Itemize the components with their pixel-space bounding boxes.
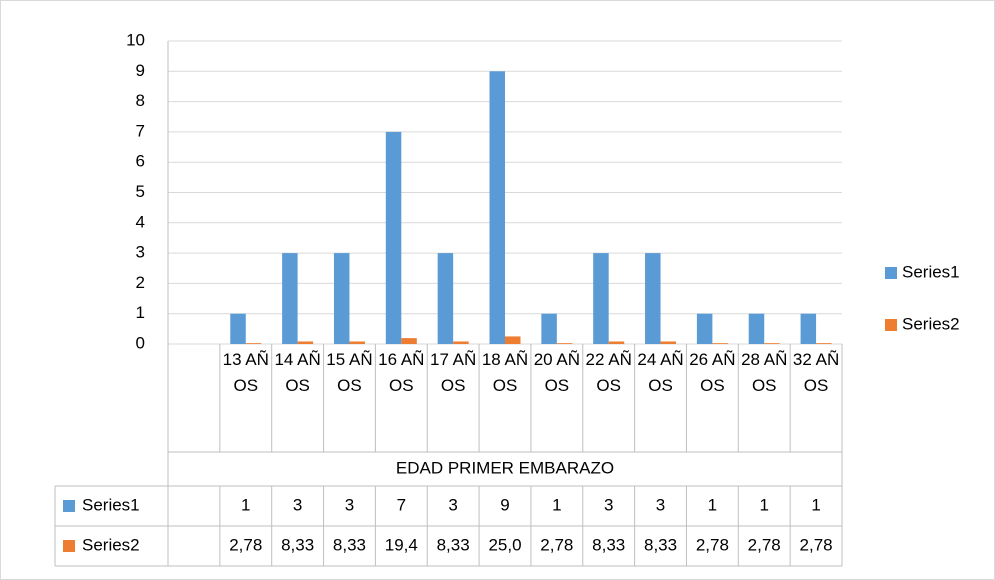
bar: [800, 313, 817, 344]
table-cell: 1: [241, 495, 250, 514]
table-cell: 8,33: [644, 535, 677, 554]
table-legend-key: [63, 500, 75, 512]
bar: [556, 343, 573, 344]
table-cell: 8,33: [437, 535, 470, 554]
x-tick-label: 16 AÑOS: [378, 350, 425, 395]
table-cell: 1: [759, 495, 768, 514]
y-tick-label: 3: [136, 243, 145, 262]
bar: [297, 341, 314, 344]
bar: [816, 343, 832, 344]
table-cell: 2,78: [800, 535, 833, 554]
bar: [385, 131, 402, 344]
legend-label: Series2: [902, 314, 960, 333]
bar: [748, 313, 765, 344]
bar: [437, 253, 454, 344]
table-series-name: Series2: [82, 535, 140, 554]
x-tick-label: 17 AÑOS: [429, 350, 477, 395]
table-cell: 8,33: [281, 535, 314, 554]
bar: [401, 338, 417, 344]
bar: [608, 341, 625, 344]
table-cell: 2,78: [540, 535, 573, 554]
y-tick-label: 5: [136, 182, 145, 201]
table-cell: 8,33: [592, 535, 625, 554]
x-tick-label: 24 AÑOS: [637, 350, 684, 395]
table-cell: 25,0: [488, 535, 521, 554]
bar: [660, 341, 677, 344]
x-tick-label: 14 AÑOS: [274, 350, 321, 395]
y-tick-label: 2: [136, 273, 145, 292]
x-tick-label: 13 AÑOS: [222, 350, 269, 395]
table-legend-key: [63, 540, 75, 552]
x-tick-label: 15 AÑOS: [326, 350, 373, 395]
bar: [333, 253, 350, 344]
bar: [230, 313, 246, 344]
table-cell: 8,33: [333, 535, 366, 554]
legend-key: [885, 319, 897, 331]
table-series-name: Series1: [82, 495, 140, 514]
bar: [505, 336, 521, 344]
table-cell: 2,78: [696, 535, 729, 554]
x-tick-label: 22 AÑOS: [585, 350, 632, 395]
bar: [453, 341, 469, 344]
table-cell: 3: [345, 495, 354, 514]
y-tick-label: 4: [136, 212, 145, 231]
y-tick-label: 0: [136, 333, 145, 352]
x-tick-label: 18 AÑOS: [481, 350, 529, 395]
bar: [349, 341, 365, 344]
table-cell: 3: [293, 495, 302, 514]
y-tick-label: 6: [136, 152, 145, 171]
bar: [245, 343, 262, 344]
y-tick-label: 7: [136, 121, 145, 140]
bar: [541, 313, 557, 344]
x-tick-label: 20 AÑOS: [533, 350, 580, 395]
table-cell: 1: [552, 495, 561, 514]
table-cell: 1: [811, 495, 820, 514]
table-cell: 1: [708, 495, 717, 514]
x-axis-title: EDAD PRIMER EMBARAZO: [396, 458, 614, 477]
table-cell: 3: [448, 495, 457, 514]
bar: [712, 343, 728, 344]
x-tick-label: 32 AÑOS: [792, 350, 840, 395]
y-tick-label: 9: [136, 61, 145, 80]
legend-key: [885, 267, 897, 279]
y-tick-label: 1: [136, 303, 145, 322]
table-cell: 9: [500, 495, 509, 514]
bar: [764, 343, 780, 344]
bar: [696, 313, 713, 344]
table-cell: 3: [604, 495, 613, 514]
table-cell: 3: [656, 495, 665, 514]
table-cell: 19,4: [385, 535, 418, 554]
bar: [645, 253, 661, 344]
y-tick-label: 8: [136, 91, 145, 110]
y-tick-label: 10: [126, 30, 145, 49]
table-cell: 2,78: [748, 535, 781, 554]
x-tick-label: 28 AÑOS: [741, 350, 788, 395]
table-cell: 2,78: [229, 535, 262, 554]
bar: [489, 71, 505, 345]
bar: [593, 253, 609, 344]
legend-label: Series1: [902, 262, 960, 281]
x-tick-label: 26 AÑOS: [689, 350, 736, 395]
bar: [282, 253, 298, 344]
table-cell: 7: [397, 495, 406, 514]
